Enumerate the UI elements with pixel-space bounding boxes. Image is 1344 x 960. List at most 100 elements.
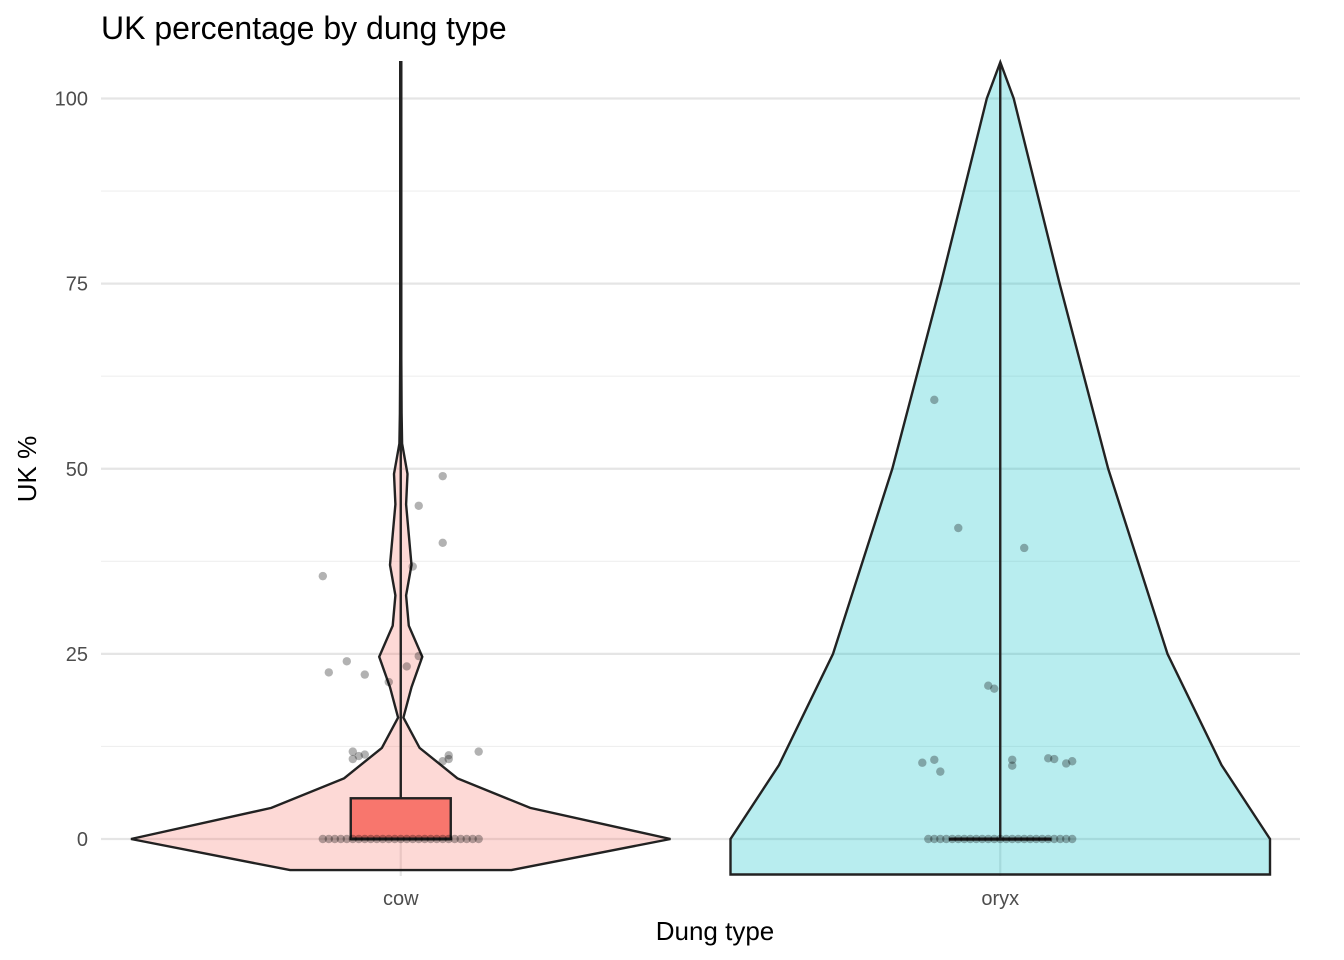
data-point-cow <box>444 751 453 760</box>
data-point-oryx <box>918 758 927 767</box>
data-point-cow <box>474 834 483 844</box>
boxplots-layer <box>349 62 1052 841</box>
data-point-oryx <box>930 755 939 764</box>
data-point-cow <box>414 651 423 661</box>
jitter-points-layer <box>318 395 1077 844</box>
data-point-oryx <box>1026 834 1035 844</box>
data-point-cow <box>408 562 417 571</box>
data-point-cow <box>390 834 399 844</box>
data-point-oryx <box>984 834 993 844</box>
data-point-oryx <box>960 834 969 844</box>
data-point-oryx <box>942 834 951 844</box>
data-point-cow <box>324 668 334 677</box>
data-point-oryx <box>972 834 981 844</box>
x-axis-ticks: cow oryx <box>383 888 1019 910</box>
data-point-oryx <box>930 834 939 844</box>
y-tick-label: 0 <box>77 829 88 851</box>
data-point-oryx <box>1061 834 1071 844</box>
data-point-cow <box>354 834 363 844</box>
data-point-cow <box>348 754 357 764</box>
data-point-cow <box>414 834 423 844</box>
data-point-cow <box>342 657 351 666</box>
data-point-oryx <box>1050 754 1059 764</box>
data-point-cow <box>396 834 405 844</box>
y-axis-ticks: 0 25 50 75 100 <box>55 89 88 852</box>
data-point-oryx <box>1050 834 1059 844</box>
data-point-oryx <box>978 834 987 844</box>
data-point-cow <box>324 834 334 844</box>
data-point-cow <box>360 834 369 844</box>
x-tick-label: oryx <box>981 888 1019 910</box>
data-point-oryx <box>924 834 933 844</box>
data-point-cow <box>468 834 477 844</box>
data-point-cow <box>444 834 453 844</box>
x-tick-label: cow <box>383 888 419 910</box>
y-tick-label: 50 <box>66 459 88 481</box>
data-point-cow <box>438 757 447 766</box>
data-point-oryx <box>1032 834 1041 844</box>
data-point-oryx <box>990 834 999 844</box>
data-point-cow <box>318 834 328 844</box>
data-point-cow <box>474 747 483 756</box>
data-point-cow <box>384 834 393 844</box>
data-point-cow <box>336 834 345 844</box>
data-point-cow <box>408 834 417 844</box>
data-point-cow <box>450 834 459 844</box>
data-point-cow <box>330 834 340 844</box>
data-point-oryx <box>1008 761 1017 770</box>
data-point-cow <box>438 538 447 547</box>
data-point-cow <box>402 834 411 844</box>
data-point-oryx <box>1044 834 1053 844</box>
data-point-cow <box>366 834 375 844</box>
data-point-oryx <box>954 834 963 844</box>
chart-title: UK percentage by dung type <box>101 10 507 46</box>
data-point-oryx <box>936 834 945 844</box>
data-point-cow <box>420 834 429 844</box>
data-point-oryx <box>990 684 999 693</box>
data-point-oryx <box>1020 834 1029 844</box>
data-point-cow <box>402 662 411 671</box>
data-point-cow <box>444 754 453 764</box>
y-tick-label: 75 <box>66 274 88 296</box>
y-tick-label: 25 <box>66 644 88 666</box>
data-point-oryx <box>1038 834 1047 844</box>
data-point-oryx <box>1056 834 1065 844</box>
data-point-cow <box>426 834 435 844</box>
data-point-oryx <box>966 834 975 844</box>
y-tick-label: 100 <box>55 89 88 111</box>
data-point-cow <box>414 501 423 510</box>
data-point-cow <box>354 751 363 761</box>
data-point-cow <box>342 834 351 844</box>
x-axis-title: Dung type <box>656 916 775 946</box>
data-point-oryx <box>996 834 1005 844</box>
data-point-cow <box>372 834 381 844</box>
data-point-cow <box>462 834 471 844</box>
data-point-oryx <box>1044 754 1053 763</box>
data-point-cow <box>348 834 357 844</box>
data-point-cow <box>456 834 465 844</box>
data-point-oryx <box>1020 543 1029 553</box>
data-point-oryx <box>930 395 939 405</box>
boxplot-box-cow <box>349 797 452 841</box>
data-point-oryx <box>1002 834 1011 844</box>
data-point-cow <box>360 750 369 759</box>
y-axis-title: UK % <box>12 436 42 502</box>
data-point-cow <box>438 834 447 844</box>
data-point-oryx <box>984 681 993 690</box>
data-point-oryx <box>1067 834 1077 844</box>
data-point-cow <box>348 747 357 756</box>
data-point-cow <box>384 677 393 687</box>
data-point-oryx <box>1008 755 1017 764</box>
data-point-cow <box>318 571 328 581</box>
data-point-cow <box>378 834 387 844</box>
data-point-cow <box>432 834 441 844</box>
data-point-oryx <box>1067 757 1077 766</box>
data-point-oryx <box>1061 759 1071 768</box>
data-point-oryx <box>936 767 945 776</box>
data-point-oryx <box>954 523 963 533</box>
data-point-oryx <box>1008 834 1017 844</box>
data-point-cow <box>360 670 369 679</box>
data-point-cow <box>438 471 447 481</box>
data-point-oryx <box>1014 834 1023 844</box>
